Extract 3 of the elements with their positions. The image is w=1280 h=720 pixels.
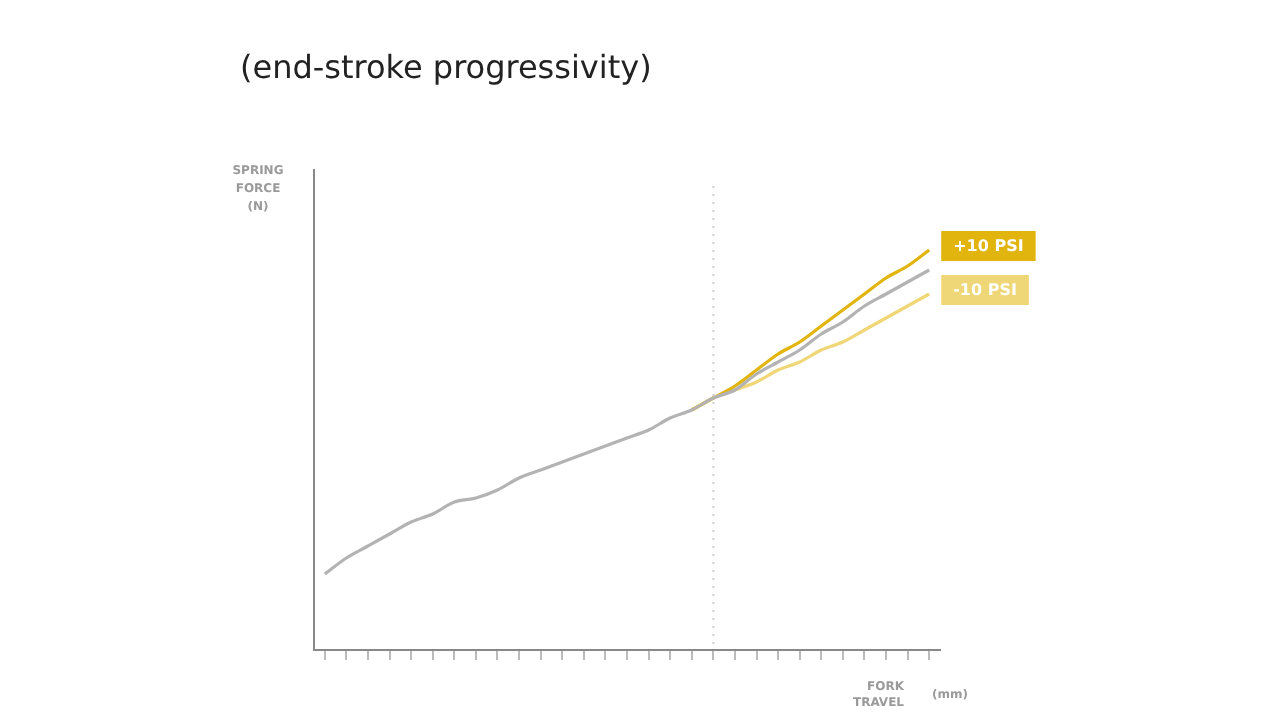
series-label: -10 PSI: [953, 281, 1017, 300]
series-label: +10 PSI: [953, 237, 1024, 256]
chart-title: (end-stroke progressivity): [240, 48, 652, 86]
